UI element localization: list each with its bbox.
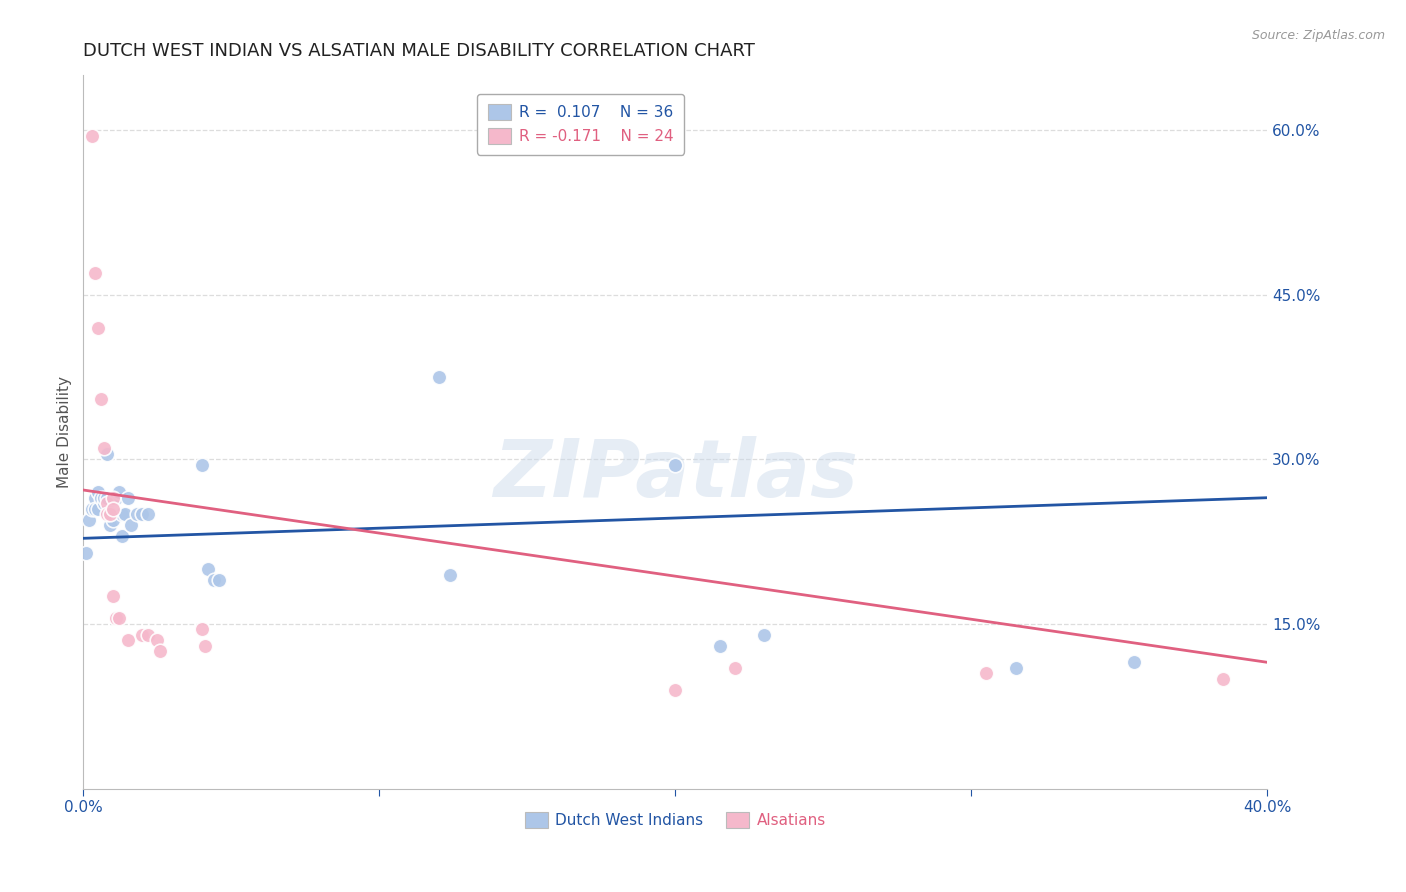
Point bbox=[197, 562, 219, 576]
Point bbox=[974, 666, 997, 681]
Point bbox=[146, 633, 169, 648]
Point bbox=[439, 567, 461, 582]
Point bbox=[1123, 656, 1146, 670]
Legend: Dutch West Indians, Alsatians: Dutch West Indians, Alsatians bbox=[519, 806, 832, 834]
Point bbox=[93, 442, 115, 456]
Point bbox=[752, 628, 775, 642]
Point bbox=[93, 491, 115, 505]
Point bbox=[96, 496, 118, 510]
Point bbox=[98, 507, 121, 521]
Text: ZIPatlas: ZIPatlas bbox=[494, 435, 858, 514]
Point bbox=[1212, 672, 1234, 686]
Point bbox=[90, 491, 112, 505]
Point bbox=[87, 320, 110, 334]
Point bbox=[138, 507, 160, 521]
Point bbox=[208, 573, 231, 587]
Text: Source: ZipAtlas.com: Source: ZipAtlas.com bbox=[1251, 29, 1385, 42]
Point bbox=[90, 392, 112, 406]
Point bbox=[84, 491, 107, 505]
Point bbox=[723, 661, 745, 675]
Point bbox=[82, 501, 104, 516]
Point bbox=[117, 491, 139, 505]
Point bbox=[87, 501, 110, 516]
Point bbox=[75, 545, 97, 559]
Point bbox=[82, 128, 104, 143]
Point bbox=[664, 682, 686, 697]
Point bbox=[1004, 661, 1026, 675]
Point bbox=[77, 513, 100, 527]
Point bbox=[111, 507, 134, 521]
Point bbox=[117, 633, 139, 648]
Point bbox=[96, 447, 118, 461]
Point bbox=[202, 573, 225, 587]
Point bbox=[125, 507, 148, 521]
Point bbox=[96, 507, 118, 521]
Point bbox=[120, 518, 142, 533]
Point bbox=[131, 628, 153, 642]
Point bbox=[87, 485, 110, 500]
Point bbox=[190, 458, 212, 472]
Point bbox=[427, 370, 450, 384]
Point bbox=[709, 639, 731, 653]
Point bbox=[138, 628, 160, 642]
Point bbox=[101, 590, 124, 604]
Point bbox=[664, 458, 686, 472]
Point bbox=[104, 491, 127, 505]
Point bbox=[96, 491, 118, 505]
Point bbox=[104, 611, 127, 625]
Y-axis label: Male Disability: Male Disability bbox=[58, 376, 72, 488]
Point bbox=[149, 644, 172, 658]
Point bbox=[98, 507, 121, 521]
Point bbox=[108, 485, 131, 500]
Point bbox=[131, 507, 153, 521]
Point bbox=[101, 513, 124, 527]
Point bbox=[84, 501, 107, 516]
Point bbox=[98, 518, 121, 533]
Point bbox=[84, 266, 107, 280]
Point bbox=[194, 639, 217, 653]
Point bbox=[93, 496, 115, 510]
Point bbox=[108, 611, 131, 625]
Point bbox=[101, 491, 124, 505]
Point bbox=[114, 507, 136, 521]
Point bbox=[111, 529, 134, 543]
Point bbox=[190, 623, 212, 637]
Point bbox=[101, 501, 124, 516]
Text: DUTCH WEST INDIAN VS ALSATIAN MALE DISABILITY CORRELATION CHART: DUTCH WEST INDIAN VS ALSATIAN MALE DISAB… bbox=[83, 42, 755, 60]
